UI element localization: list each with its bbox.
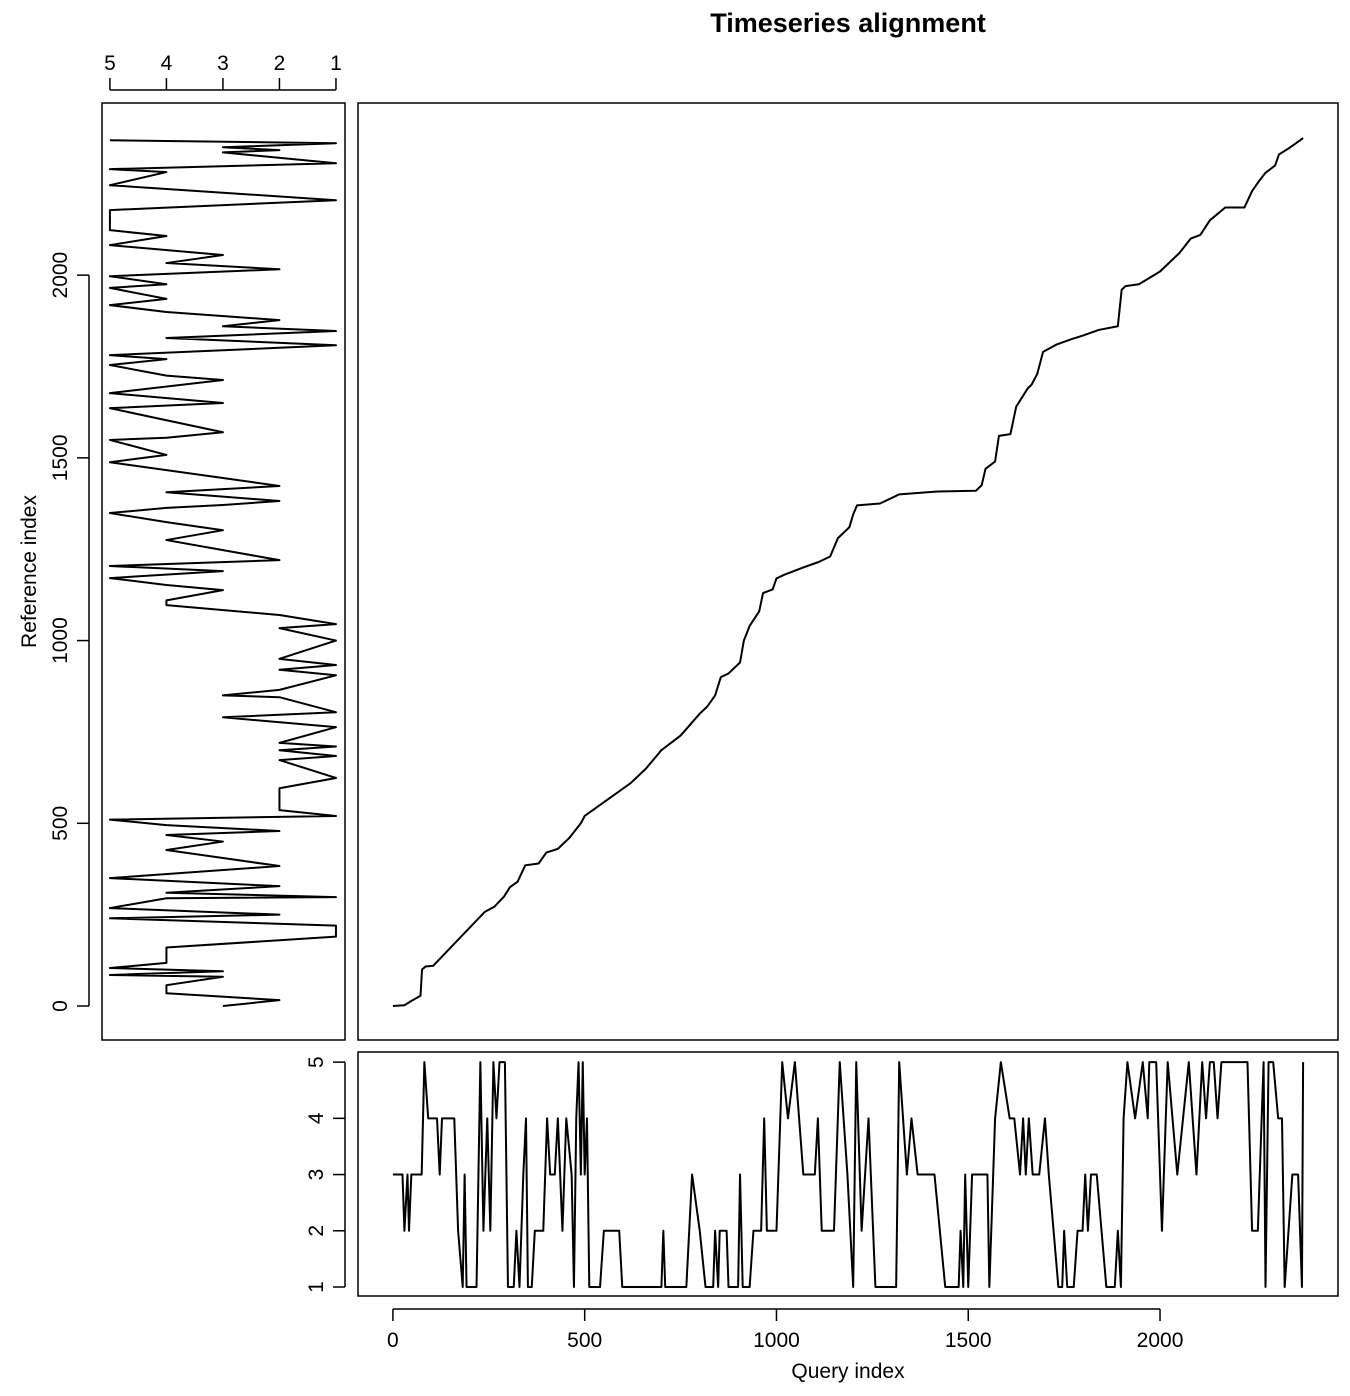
- y-tick-label: 2000: [49, 252, 72, 299]
- x-tick-label: 2000: [1137, 1329, 1184, 1352]
- plot-frame: [101, 102, 346, 1041]
- x-tick-label: 5: [104, 52, 116, 75]
- chart-title: Timeseries alignment: [710, 8, 986, 38]
- y-tick-label: 0: [49, 1000, 72, 1012]
- series-line: [392, 1061, 1305, 1288]
- x-tick-label: 4: [161, 52, 173, 75]
- x-tick-label: 0: [387, 1329, 399, 1352]
- plot-frame: [357, 102, 1339, 1041]
- x-tick-label: 3: [217, 52, 229, 75]
- y-tick-label: 1500: [49, 434, 72, 481]
- x-axis-label: Query index: [791, 1360, 905, 1383]
- y-tick-label: 500: [49, 806, 72, 841]
- series-line: [392, 137, 1304, 1008]
- y-tick-label: 2: [305, 1225, 328, 1237]
- x-tick-label: 500: [567, 1329, 602, 1352]
- x-tick-label: 1000: [753, 1329, 800, 1352]
- x-tick-label: 1500: [945, 1329, 992, 1352]
- y-tick-label: 1: [305, 1281, 328, 1293]
- plot-frame: [357, 1051, 1339, 1297]
- y-tick-label: 3: [305, 1169, 328, 1181]
- y-axis-label: Reference index: [18, 495, 41, 648]
- x-tick-label: 1: [330, 52, 342, 75]
- y-tick-label: 5: [305, 1056, 328, 1068]
- y-tick-label: 1000: [49, 617, 72, 664]
- series-line: [108, 139, 337, 1008]
- x-tick-label: 2: [274, 52, 286, 75]
- y-tick-label: 4: [305, 1112, 328, 1124]
